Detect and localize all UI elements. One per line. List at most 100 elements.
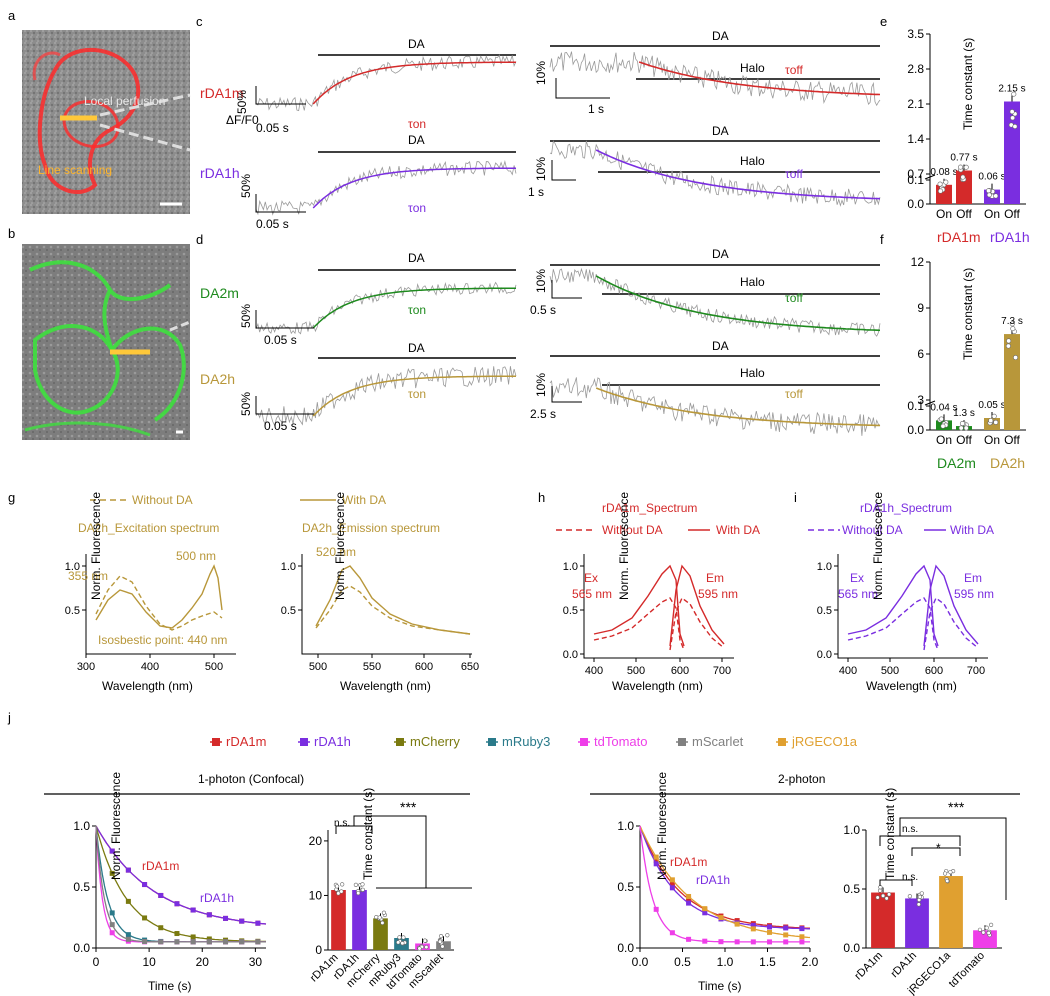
f-group-DA2h: DA2h <box>990 455 1025 471</box>
h-xtick-label: 500 <box>627 665 645 677</box>
j1-point-mScarlet <box>109 922 115 928</box>
j2-point-tdTomato <box>653 906 659 912</box>
j2-point-jRGECO1a <box>734 921 740 927</box>
f-point <box>993 419 999 425</box>
j-one-xlabel: Time (s) <box>148 979 192 993</box>
j2b-point-jRGECO1a <box>948 870 953 875</box>
j1-point-rDA1h <box>174 901 180 907</box>
j2-point-jRGECO1a <box>767 929 773 935</box>
j1b-point-mRuby3 <box>400 941 405 946</box>
j1b-point-rDA1h <box>360 882 365 887</box>
j1b-ytick-label: 10 <box>309 888 323 902</box>
j1-xtick-label: 0 <box>93 955 100 969</box>
j1-point-rDA1h <box>239 918 245 924</box>
trace-c2-on-raw <box>255 160 517 216</box>
i-ytick-label: 0.0 <box>817 649 832 661</box>
panel-label-d: d <box>196 232 203 247</box>
f-value-2: 0.05 s <box>978 400 1005 411</box>
j2-ytick-label: 1.0 <box>617 819 634 833</box>
j2-point-jRGECO1a <box>799 934 805 940</box>
scale-x-d2-off: 2.5 s <box>530 407 556 421</box>
j1-xtick-label: 10 <box>142 955 156 969</box>
j2-xtick-label: 0.0 <box>632 955 649 969</box>
h-spectra: 400 500 600 700 0.0 0.5 1.0 <box>563 554 734 677</box>
i-em-without <box>923 596 979 651</box>
f-group-DA2m: DA2m <box>937 455 976 471</box>
scale-x-d1-on: 0.05 s <box>264 333 297 347</box>
h-em-without <box>669 596 725 651</box>
f-tick-label: 0.0 <box>907 423 924 437</box>
drug-label-d2-off: DA <box>712 339 729 353</box>
g-isosbestic: Isosbestic point: 440 nm <box>98 633 227 647</box>
j2-point-rDA1h <box>767 924 773 930</box>
sensor-label-DA2m: DA2m <box>200 285 239 301</box>
j1-point-mRuby3 <box>125 932 131 938</box>
g-ex-peak1: 355 nm <box>68 569 108 583</box>
e-point <box>963 164 969 170</box>
h-xtick-label: 400 <box>585 665 603 677</box>
trace-c2-off-fit <box>595 149 881 200</box>
trace-c2-off-raw <box>549 140 881 207</box>
j1b-bar-rDA1m <box>331 890 346 950</box>
f-point <box>1009 321 1015 327</box>
scale-y-d1-off: 10% <box>534 269 548 293</box>
i-em-nm: 595 nm <box>954 587 994 601</box>
j1-ytick-label: 0.5 <box>73 880 90 894</box>
f-value-3: 7.3 s <box>1001 316 1023 327</box>
e-point <box>986 192 992 198</box>
scale-y-d2-on: 50% <box>239 392 253 416</box>
f-point <box>1005 343 1011 349</box>
j2-stars-bracket <box>899 817 1007 900</box>
legend-label-tdTomato: tdTomato <box>594 734 647 749</box>
e-tick-label: 1.4 <box>907 132 924 146</box>
j2-fit-tdTomato <box>639 825 810 943</box>
j2-point-rDA1h <box>783 925 789 931</box>
drug-label-d2-on: DA <box>408 341 425 355</box>
legend-marker-jRGECO1a <box>778 738 786 746</box>
j1-point-tdTomato <box>109 930 115 936</box>
i-spectra: 400 500 600 700 0.0 0.5 1.0 <box>817 554 988 677</box>
g-xlabel: Wavelength (nm) <box>102 679 193 693</box>
j1b-point-rDA1h <box>356 891 361 896</box>
j-curve-label-rDA1m: rDA1m <box>142 859 179 873</box>
legend-marker-mRuby3 <box>488 738 496 746</box>
j2-xtick-label: 2.0 <box>802 955 819 969</box>
tau-off-c2: τoff <box>785 167 804 181</box>
i-legend-with: With DA <box>950 523 994 537</box>
e-point <box>1011 91 1017 97</box>
trace-d1-off-raw <box>549 267 881 337</box>
j-two-curve-label-rDA1m: rDA1m <box>670 855 707 869</box>
j2b-point-rDA1h <box>916 902 921 907</box>
g-ex-peak2: 500 nm <box>176 549 216 563</box>
h-em-nm: 595 nm <box>698 587 738 601</box>
j-two-photon-title: 2-photon <box>778 772 825 786</box>
j1-point-mCherry <box>190 934 196 940</box>
j1-point-rDA1h <box>158 892 164 898</box>
trace-d2-off-raw <box>549 377 881 436</box>
j2-point-rDA1m <box>669 881 675 887</box>
j-two-ns-2: n.s. <box>902 872 918 883</box>
i-xtick-label: 500 <box>881 665 899 677</box>
local-perfusion-label: Local perfusion <box>84 94 165 108</box>
g-ex-xtick-label: 400 <box>141 661 159 673</box>
e-point <box>958 164 964 170</box>
i-ylabel: Norm. Fluorescence <box>871 492 885 600</box>
i-ytick-label: 1.0 <box>817 561 832 573</box>
j1-point-rDA1h <box>190 907 196 913</box>
h-ex: Ex <box>584 571 598 585</box>
j2-point-rDA1h <box>750 922 756 928</box>
i-ex-with <box>847 564 939 647</box>
i-xtick-label: 700 <box>967 665 985 677</box>
j1b-point-mRuby3 <box>396 940 401 945</box>
j2-ytick-label: 0.5 <box>617 880 634 894</box>
j1-point-mScarlet <box>190 939 196 945</box>
j2-point-tdTomato <box>669 930 675 936</box>
f-tick-label: 6 <box>917 347 924 361</box>
e-value-3: 2.15 s <box>998 84 1025 95</box>
j2-point-jRGECO1a <box>702 906 708 912</box>
e-group-rDA1h: rDA1h <box>990 229 1030 245</box>
e-point <box>1009 109 1015 115</box>
drug-label-c1-on: DA <box>408 37 425 51</box>
f-point <box>1010 326 1016 332</box>
drug-label-d1-off: DA <box>712 247 729 261</box>
